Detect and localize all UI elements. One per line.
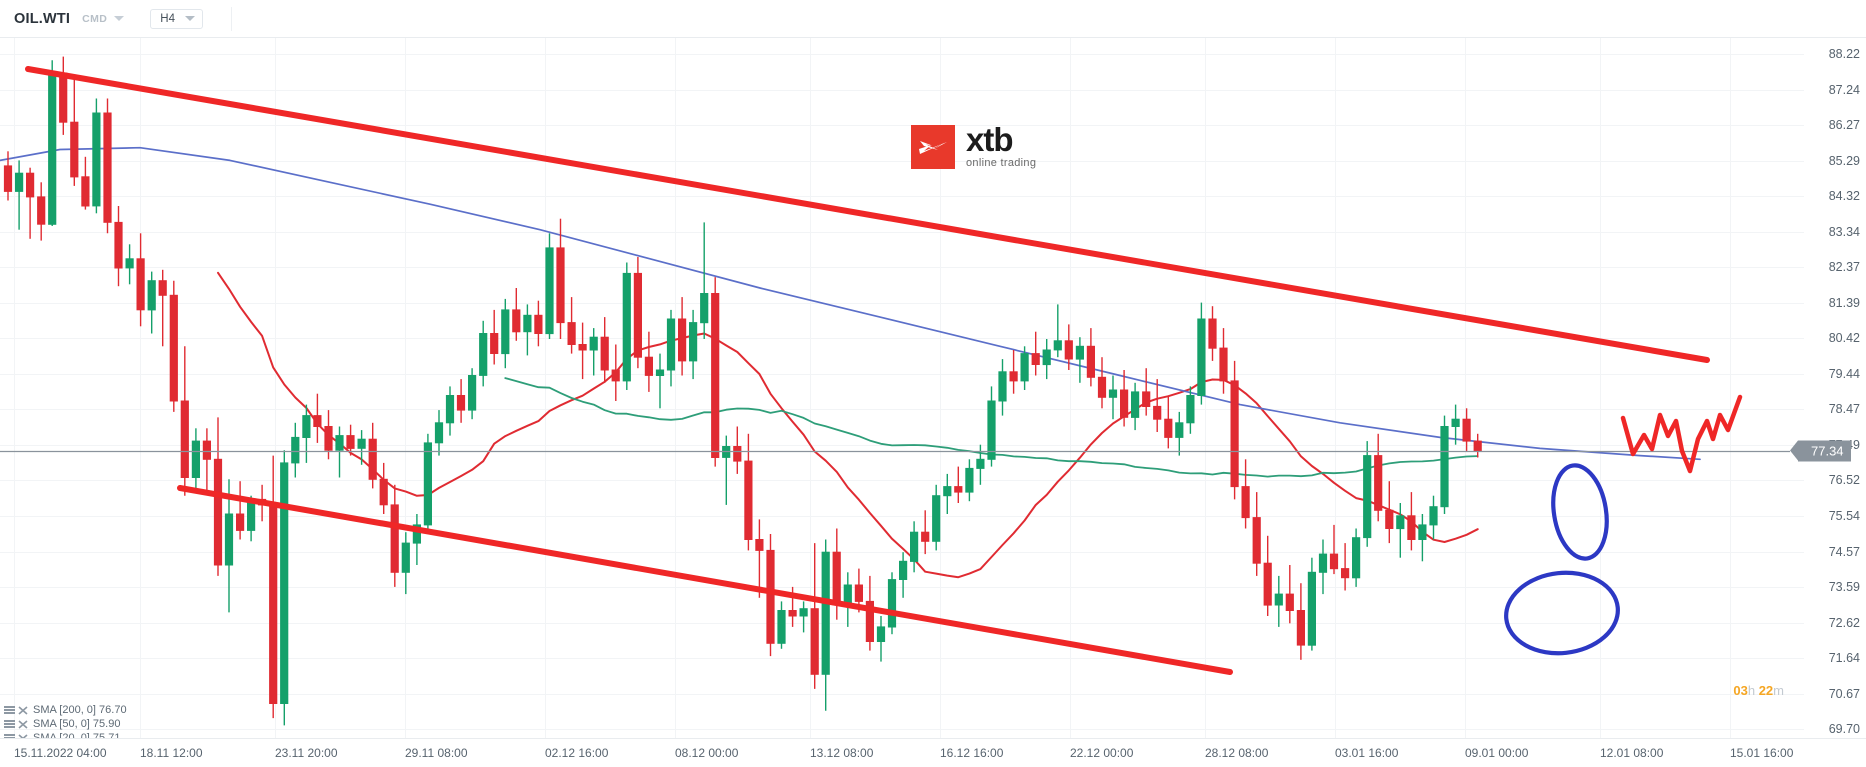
price-axis-label: 69.70 — [1828, 722, 1860, 736]
price-axis-label: 87.24 — [1828, 82, 1860, 97]
time-axis-label: 08.12 00:00 — [675, 746, 739, 760]
brand-name: xtb — [966, 121, 1014, 158]
price-axis-label: 76.52 — [1828, 473, 1860, 488]
price-tick — [1790, 338, 1804, 340]
settings-icon[interactable] — [4, 719, 15, 729]
price-axis-label: 88.22 — [1828, 47, 1860, 61]
time-axis-label: 09.01 00:00 — [1465, 746, 1529, 760]
market-category-label: CMD — [82, 12, 108, 25]
time-axis-label: 29.11 08:00 — [405, 746, 468, 760]
price-axis-label: 70.67 — [1828, 686, 1860, 701]
time-axis-label: 02.12 16:00 — [545, 746, 609, 760]
time-axis-label: 13.12 08:00 — [810, 746, 874, 760]
xtb-arrow-icon — [919, 141, 947, 154]
symbol-label[interactable]: OIL.WTI — [14, 10, 71, 27]
price-tick — [1790, 54, 1804, 55]
price-tick — [1790, 89, 1804, 91]
price-tick — [1790, 693, 1804, 695]
price-tick — [1790, 160, 1804, 162]
xtb-logo-mark-icon — [911, 125, 955, 169]
price-tick — [1790, 409, 1804, 411]
indicator-label: SMA [200, 0] 76.70 — [33, 704, 127, 716]
time-axis[interactable]: 15.11.2022 04:00 18.11 12:00 23.11 20:00 29… — [0, 738, 1866, 767]
price-axis-label: 80.42 — [1828, 331, 1860, 346]
indicator-legend-row[interactable]: SMA [50, 0] 75.90 — [4, 717, 127, 731]
current-price-marker: 77.34 — [1790, 440, 1851, 461]
close-icon[interactable] — [18, 719, 28, 729]
brand-tagline: online trading — [966, 157, 1037, 169]
chevron-down-icon[interactable] — [114, 16, 125, 21]
price-axis-label: 82.37 — [1828, 260, 1860, 275]
price-tick — [1790, 658, 1804, 660]
indicator-label: SMA [50, 0] 75.90 — [33, 718, 121, 730]
close-icon[interactable] — [18, 705, 28, 715]
price-axis-label: 72.62 — [1828, 615, 1860, 630]
chart-plot[interactable] — [0, 38, 1790, 738]
price-axis-label: 73.59 — [1828, 580, 1860, 595]
chart-area[interactable]: xtb online trading SMA [200, 0] 76.70 SMA… — [0, 38, 1866, 767]
price-axis-label: 81.39 — [1828, 295, 1860, 310]
price-axis-label: 75.54 — [1828, 509, 1860, 524]
price-tick — [1790, 729, 1804, 730]
price-axis[interactable]: 88.22 87.24 86.27 85.29 84.32 83.34 82.37 81.39… — [1790, 38, 1866, 738]
time-axis-label: 12.01 08:00 — [1600, 746, 1664, 760]
time-axis-label: 15.01 16:00 — [1730, 746, 1794, 760]
time-axis-label: 15.11.2022 04:00 — [14, 746, 107, 760]
price-tick — [1790, 231, 1804, 233]
price-tick — [1790, 302, 1804, 304]
price-tick — [1790, 480, 1804, 482]
countdown-minutes-unit: m — [1773, 683, 1784, 699]
price-tick — [1790, 374, 1804, 375]
price-axis-label: 79.44 — [1828, 367, 1860, 381]
price-tick — [1790, 551, 1804, 553]
chart-toolbar: OIL.WTI CMD H4 — [0, 0, 1866, 38]
price-tick — [1790, 516, 1804, 518]
price-axis-label: 85.29 — [1828, 153, 1860, 168]
toolbar-divider — [231, 6, 232, 31]
countdown-hours: 03 — [1733, 683, 1748, 699]
time-axis-label: 16.12 16:00 — [940, 746, 1004, 760]
settings-icon[interactable] — [4, 705, 15, 715]
time-axis-label: 23.11 20:00 — [275, 746, 338, 760]
candlestick-canvas — [0, 38, 1790, 738]
countdown-hours-unit: h — [1747, 683, 1756, 699]
price-tick — [1790, 622, 1804, 624]
chevron-down-icon[interactable] — [185, 16, 195, 21]
countdown-minutes: 22 — [1755, 683, 1774, 699]
indicator-legend-row[interactable]: SMA [200, 0] 76.70 — [4, 703, 127, 717]
xtb-logo-text: xtb online trading — [966, 121, 1037, 169]
price-tick — [1790, 587, 1804, 589]
price-tick — [1790, 196, 1804, 198]
price-tick — [1790, 125, 1804, 127]
price-axis-label: 71.64 — [1828, 651, 1860, 666]
time-axis-label: 28.12 08:00 — [1205, 746, 1269, 760]
price-tick — [1790, 267, 1804, 269]
time-axis-label: 03.01 16:00 — [1335, 746, 1399, 760]
timeframe-selector[interactable]: H4 — [150, 8, 203, 29]
price-axis-label: 83.34 — [1828, 224, 1860, 239]
timeframe-label: H4 — [160, 12, 175, 25]
price-axis-label: 74.57 — [1828, 544, 1860, 559]
xtb-watermark-logo: xtb online trading — [911, 121, 1037, 169]
price-axis-label: 84.32 — [1828, 189, 1860, 204]
time-axis-label: 18.11 12:00 — [140, 746, 203, 760]
bar-countdown: 03h 22m — [1733, 683, 1784, 698]
price-axis-label: 78.47 — [1828, 402, 1860, 417]
time-axis-label: 22.12 00:00 — [1070, 746, 1134, 760]
price-axis-label: 86.27 — [1828, 118, 1860, 133]
